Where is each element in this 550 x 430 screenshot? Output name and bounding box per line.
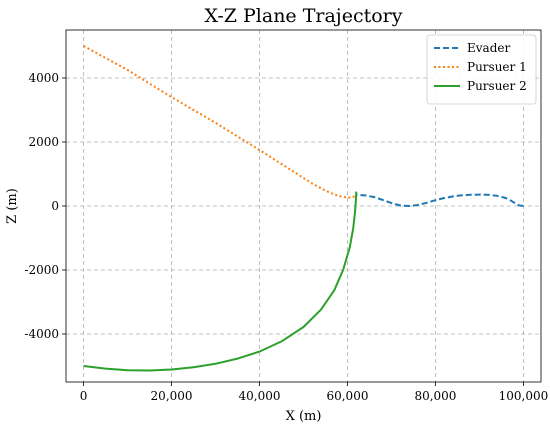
y-axis-label: Z (m) — [5, 188, 20, 224]
evader-trajectory-line — [356, 193, 524, 207]
legend-label-pursuer-2: Pursuer 2 — [467, 79, 527, 93]
legend: Evader Pursuer 1 Pursuer 2 — [426, 34, 537, 105]
axis-ticks: 0 20,000 40,000 60,000 80,000 100,000 -4000 -20… — [24, 71, 548, 403]
series-lines — [83, 45, 524, 372]
chart-title: X-Z Plane Trajectory — [205, 5, 403, 27]
y-tick-label: 0 — [51, 199, 59, 213]
pursuer-1-trajectory-line — [83, 45, 357, 199]
x-tick-label: 60,000 — [326, 389, 368, 403]
legend-label-evader: Evader — [467, 41, 510, 55]
x-tick-label: 40,000 — [239, 389, 281, 403]
y-tick-label: -4000 — [24, 327, 59, 341]
y-tick-label: -2000 — [24, 263, 59, 277]
x-tick-label: 80,000 — [414, 389, 456, 403]
x-tick-label: 20,000 — [151, 389, 193, 403]
x-tick-label: 0 — [80, 389, 88, 403]
y-tick-label: 2000 — [28, 135, 59, 149]
x-axis-label: X (m) — [286, 409, 322, 424]
y-tick-label: 4000 — [28, 71, 59, 85]
pursuer-2-trajectory-line — [83, 191, 358, 372]
legend-label-pursuer-1: Pursuer 1 — [467, 60, 527, 74]
x-tick-label: 100,000 — [499, 389, 549, 403]
